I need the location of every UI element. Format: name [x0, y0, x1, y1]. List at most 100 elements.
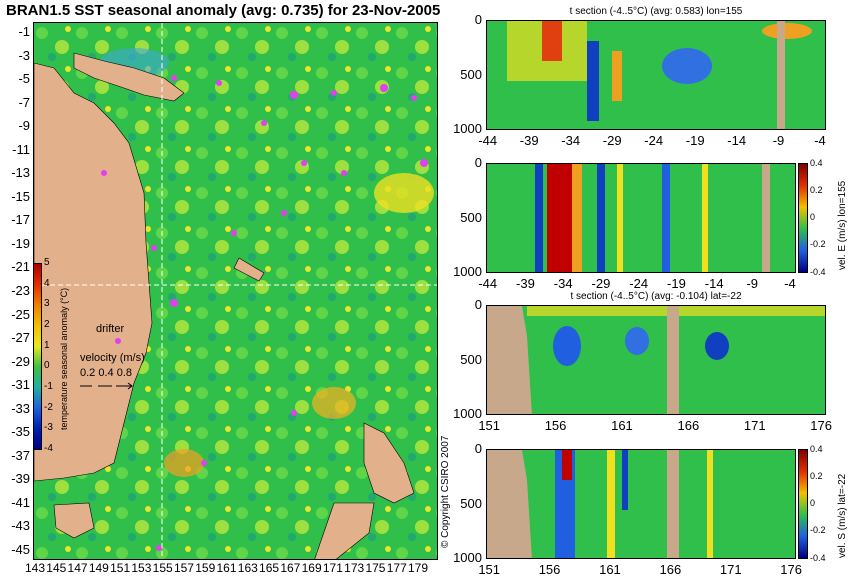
tick-label: 1000: [453, 406, 482, 422]
velocity-legend-title: velocity (m/s): [80, 352, 145, 364]
sst-map-image: [34, 23, 437, 559]
lat-tick-label: -11: [12, 141, 30, 157]
tick-label: -14: [727, 133, 747, 148]
tick-label: -39: [516, 276, 535, 291]
tick-label: 166: [659, 562, 682, 577]
panel4-colorbar: [798, 449, 808, 559]
panel3-plot: [486, 305, 826, 415]
colorbar-label: temperature seasonal anomaly (°C): [59, 287, 69, 430]
tick-label: 0: [810, 498, 816, 509]
tick-label: -44: [478, 133, 498, 148]
lon-tick-label: 167: [280, 561, 301, 575]
panel1-plot: [486, 20, 826, 130]
lat-tick-label: -3: [18, 47, 30, 63]
panel3-y-axis: 0 500 1000: [440, 297, 484, 421]
tick-label: -0.4: [810, 266, 826, 277]
lat-tick-label: -35: [11, 424, 30, 440]
anomaly-colorbar: [33, 263, 42, 450]
tick-label: 0.2: [810, 470, 823, 481]
tick-label: -44: [478, 276, 498, 291]
tick-label: -4: [784, 276, 796, 291]
tick-label: 500: [460, 351, 482, 367]
lat-tick-label: -19: [11, 235, 30, 251]
lon-tick-label: 147: [67, 561, 88, 575]
tick-label: 161: [599, 562, 621, 577]
tick-label: 0.4: [810, 443, 823, 454]
panel2-colorbar-label: vel. E (m/s) lon=155: [837, 180, 848, 270]
lon-tick-label: 149: [88, 561, 109, 575]
tick-label: 1000: [453, 121, 482, 137]
lon-tick-label: 177: [386, 561, 407, 575]
lon-tick-label: 155: [152, 561, 173, 575]
tick-label: 171: [743, 418, 766, 433]
tick-label: -14: [704, 276, 724, 291]
tick-label: -24: [644, 133, 664, 148]
velocity-arrows: [76, 378, 136, 392]
lon-tick-label: 173: [344, 561, 365, 575]
velocity-legend-values: 0.2 0.4 0.8: [80, 367, 132, 379]
tick-label: -0.2: [810, 525, 826, 536]
lon-tick-label: 175: [365, 561, 386, 575]
lat-tick-label: -13: [11, 165, 30, 181]
lon-tick-label: 145: [46, 561, 67, 575]
lat-tick-label: -29: [11, 353, 30, 369]
lon-tick-label: 159: [195, 561, 216, 575]
panel2-x-axis: -44 -39 -34 -29 -24 -19 -14 -9 -4: [478, 276, 796, 292]
tick-label: 0: [474, 12, 482, 28]
colorbar-ticks: 5 4 3 2 1 0 -1 -2 -3 -4: [44, 257, 58, 454]
tick-label: 156: [538, 562, 561, 577]
tick-label: -0.4: [810, 552, 826, 563]
tick-label: -29: [602, 133, 622, 148]
tick-label: 151: [478, 418, 501, 433]
lon-tick-label: 169: [301, 561, 322, 575]
lat-tick-label: -27: [11, 330, 30, 346]
tick-label: -4: [44, 443, 53, 454]
tick-label: 176: [810, 418, 832, 433]
lat-tick-label: -15: [11, 188, 30, 204]
lon-tick-label: 179: [408, 561, 429, 575]
panel4-colorbar-ticks: 0.4 0.2 0 -0.2 -0.4: [810, 444, 836, 563]
tick-label: -9: [772, 133, 785, 148]
tick-label: 151: [478, 562, 501, 577]
lon-tick-label: 151: [110, 561, 131, 575]
tick-label: 2: [44, 319, 50, 330]
drifter-label: drifter: [96, 323, 125, 335]
lon-tick-label: 143: [25, 561, 46, 575]
lat-tick-label: -41: [11, 494, 30, 510]
tick-label: 166: [677, 418, 700, 433]
tick-label: 0.4: [810, 157, 823, 168]
lon-tick-label: 157: [173, 561, 194, 575]
tick-label: -4: [814, 133, 826, 148]
panel4-x-axis: 151 156 161 166 171 176: [478, 562, 802, 578]
lat-tick-label: -9: [18, 118, 30, 134]
tick-label: 161: [611, 418, 633, 433]
lat-tick-label: -1: [18, 24, 30, 39]
tick-label: -3: [44, 422, 53, 434]
tick-label: -29: [591, 276, 611, 291]
tick-label: -9: [746, 276, 758, 291]
tick-label: 500: [460, 66, 482, 82]
lat-tick-label: -5: [18, 71, 30, 87]
tick-label: 500: [460, 209, 482, 225]
tick-label: 1: [44, 339, 50, 351]
tick-label: -2: [44, 401, 53, 413]
tick-label: 500: [460, 495, 482, 511]
tick-label: 0: [474, 155, 482, 171]
panel1-y-axis: 0 500 1000: [440, 12, 484, 136]
tick-label: 1000: [453, 264, 482, 280]
panel2-colorbar: [798, 163, 808, 273]
page-title: BRAN1.5 SST seasonal anomaly (avg: 0.735…: [6, 2, 441, 19]
tick-label: -1: [44, 381, 53, 392]
tick-label: -39: [519, 133, 539, 148]
tick-label: 171: [719, 562, 742, 577]
tick-label: -24: [629, 276, 649, 291]
tick-label: 156: [544, 418, 567, 433]
tick-label: 5: [44, 257, 50, 268]
panel1-x-axis: -44 -39 -34 -29 -24 -19 -14 -9 -4: [478, 133, 826, 149]
panel3-x-axis: 151 156 161 166 171 176: [478, 418, 832, 434]
tick-label: 0.2: [810, 184, 823, 195]
lon-tick-label: 171: [322, 561, 343, 575]
sst-map: [33, 22, 438, 560]
lat-tick-label: -45: [11, 542, 30, 557]
lon-tick-label: 163: [237, 561, 258, 575]
